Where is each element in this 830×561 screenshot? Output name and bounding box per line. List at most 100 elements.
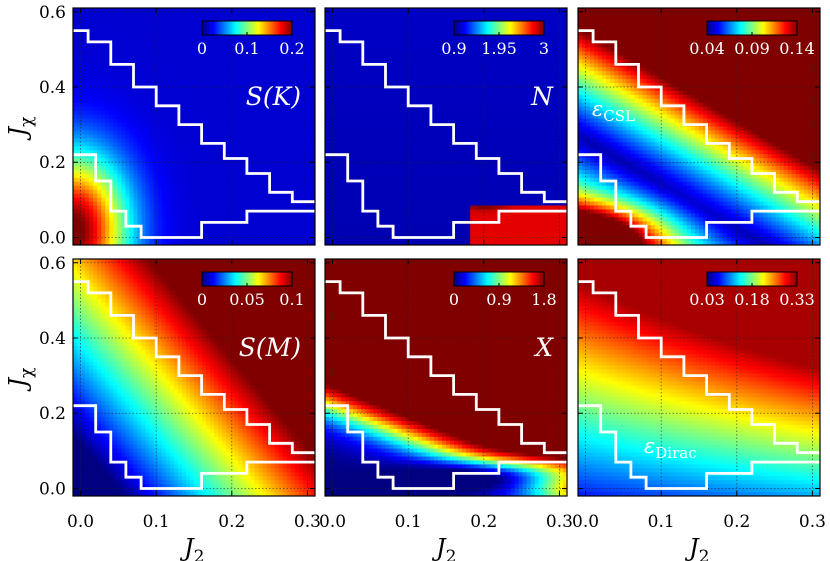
heatmap-cell bbox=[153, 47, 159, 53]
heatmap-cell bbox=[337, 114, 342, 120]
heatmap-cell bbox=[169, 213, 175, 218]
heatmap-cell bbox=[254, 110, 260, 116]
heatmap-cell bbox=[409, 177, 415, 183]
heatmap-cell bbox=[234, 47, 239, 53]
heatmap-cell bbox=[298, 23, 304, 29]
heatmap-cell bbox=[169, 55, 175, 60]
heatmap-cell bbox=[157, 55, 163, 60]
heatmap-cell bbox=[329, 229, 334, 234]
heatmap-cell bbox=[278, 11, 284, 17]
heatmap-cell bbox=[290, 150, 296, 155]
heatmap-cell bbox=[377, 35, 383, 41]
heatmap-cell bbox=[341, 134, 346, 139]
heatmap-cell bbox=[282, 39, 288, 45]
heatmap-cell bbox=[266, 197, 272, 203]
heatmap-cell bbox=[329, 114, 334, 120]
heatmap-cell bbox=[306, 106, 312, 112]
heatmap-cell bbox=[218, 205, 223, 211]
heatmap-cell bbox=[365, 35, 370, 41]
heatmap-cell bbox=[206, 90, 211, 96]
heatmap-cell bbox=[389, 23, 395, 29]
heatmap-cell bbox=[161, 146, 167, 151]
heatmap-cell bbox=[161, 67, 167, 72]
heatmap-cell bbox=[357, 154, 362, 159]
heatmap-cell bbox=[97, 59, 102, 64]
heatmap-cell bbox=[329, 71, 334, 76]
heatmap-cell bbox=[133, 71, 139, 76]
heatmap-cell bbox=[290, 162, 296, 167]
heatmap-cell bbox=[294, 83, 300, 88]
heatmap-cell bbox=[373, 71, 379, 76]
heatmap-cell bbox=[333, 197, 338, 203]
heatmap-cell bbox=[294, 8, 300, 13]
heatmap-cell bbox=[373, 51, 379, 56]
heatmap-cell bbox=[121, 177, 127, 183]
heatmap-cell bbox=[173, 166, 179, 171]
heatmap-cell bbox=[85, 213, 90, 218]
heatmap-cell bbox=[185, 23, 191, 29]
heatmap-cell bbox=[141, 122, 147, 128]
heatmap-cell bbox=[137, 75, 143, 80]
heatmap-cell bbox=[93, 205, 98, 211]
heatmap-cell bbox=[206, 134, 211, 139]
heatmap-cell bbox=[222, 79, 227, 84]
heatmap-cell bbox=[250, 177, 256, 183]
heatmap-cell bbox=[401, 173, 407, 179]
heatmap-cell bbox=[325, 114, 330, 120]
heatmap-cell bbox=[109, 11, 114, 17]
heatmap-cell bbox=[141, 90, 147, 96]
heatmap-cell bbox=[218, 158, 223, 163]
heatmap-cell bbox=[278, 205, 284, 211]
heatmap-cell bbox=[97, 217, 102, 222]
heatmap-cell bbox=[145, 166, 151, 171]
heatmap-cell bbox=[125, 130, 131, 135]
heatmap-cell bbox=[294, 134, 300, 139]
heatmap-cell bbox=[302, 162, 308, 167]
heatmap-cell bbox=[397, 79, 403, 84]
heatmap-cell bbox=[409, 83, 415, 88]
heatmap-cell bbox=[230, 150, 235, 155]
heatmap-cell bbox=[389, 134, 395, 139]
heatmap-cell bbox=[125, 237, 131, 242]
heatmap-cell bbox=[266, 98, 272, 104]
heatmap-cell bbox=[161, 225, 167, 230]
heatmap-cell bbox=[161, 138, 167, 143]
heatmap-cell bbox=[242, 106, 248, 112]
heatmap-cell bbox=[397, 67, 403, 72]
heatmap-cell bbox=[290, 35, 296, 41]
heatmap-cell bbox=[278, 221, 284, 226]
heatmap-cell bbox=[198, 59, 203, 64]
heatmap-cell bbox=[365, 83, 370, 88]
heatmap-cell bbox=[77, 181, 82, 187]
heatmap-cell bbox=[121, 47, 127, 53]
heatmap-cell bbox=[333, 94, 338, 100]
heatmap-cell bbox=[349, 106, 354, 112]
heatmap-cell bbox=[149, 35, 155, 41]
heatmap-cell bbox=[230, 225, 235, 230]
heatmap-cell bbox=[77, 213, 82, 218]
heatmap-cell bbox=[254, 201, 260, 207]
heatmap-cell bbox=[361, 23, 366, 29]
heatmap-cell bbox=[222, 158, 227, 163]
heatmap-cell bbox=[202, 114, 207, 120]
heatmap-cell bbox=[333, 225, 338, 230]
heatmap-cell bbox=[345, 237, 350, 242]
heatmap-cell bbox=[401, 201, 407, 207]
heatmap-cell bbox=[282, 237, 288, 242]
heatmap-cell bbox=[161, 114, 167, 120]
heatmap-cell bbox=[393, 237, 399, 242]
heatmap-cell bbox=[97, 154, 102, 159]
heatmap-cell bbox=[141, 193, 147, 199]
heatmap-cell bbox=[169, 197, 175, 203]
heatmap-cell bbox=[357, 185, 362, 191]
heatmap-cell bbox=[173, 8, 179, 13]
heatmap-cell bbox=[310, 15, 315, 21]
heatmap-cell bbox=[133, 63, 139, 68]
heatmap-cell bbox=[337, 146, 342, 151]
heatmap-cell bbox=[169, 233, 175, 238]
heatmap-cell bbox=[214, 90, 219, 96]
heatmap-cell bbox=[210, 35, 215, 41]
heatmap-cell bbox=[145, 63, 151, 68]
heatmap-cell bbox=[133, 83, 139, 88]
heatmap-cell bbox=[141, 51, 147, 56]
